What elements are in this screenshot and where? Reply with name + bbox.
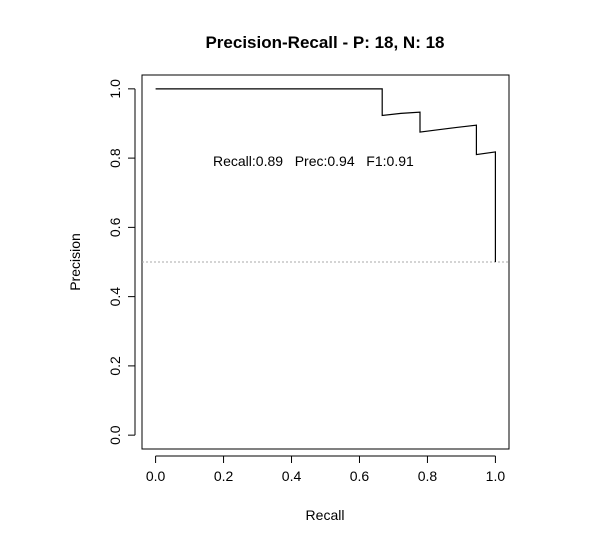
plot-area-frame — [141, 74, 510, 450]
y-tick-label: 0.6 — [107, 217, 123, 237]
chart-title: Precision-Recall - P: 18, N: 18 — [205, 33, 444, 52]
y-tick-label: 0.2 — [107, 356, 123, 376]
x-tick-label: 0.0 — [146, 468, 166, 484]
x-tick-label: 0.2 — [214, 468, 234, 484]
x-tick-label: 0.4 — [282, 468, 302, 484]
y-tick-label: 1.0 — [107, 79, 123, 99]
y-tick-label: 0.0 — [107, 425, 123, 445]
series-group — [155, 88, 496, 262]
x-tick-label: 0.6 — [350, 468, 370, 484]
x-tick-label: 0.8 — [418, 468, 438, 484]
metrics-annotation: Recall:0.89 Prec:0.94 F1:0.91 — [213, 153, 414, 169]
y-tick-label: 0.4 — [107, 287, 123, 307]
x-axis-ticks: 0.0 0.2 0.4 0.6 0.8 1.0 — [146, 456, 505, 484]
y-tick-label: 0.8 — [107, 148, 123, 168]
x-tick-label: 1.0 — [486, 468, 506, 484]
y-axis-ticks: 0.0 0.2 0.4 0.6 0.8 1.0 — [107, 79, 135, 445]
y-axis-label: Precision — [67, 233, 83, 291]
pr-curve-line — [155, 88, 496, 262]
x-axis-label: Recall — [306, 507, 345, 523]
